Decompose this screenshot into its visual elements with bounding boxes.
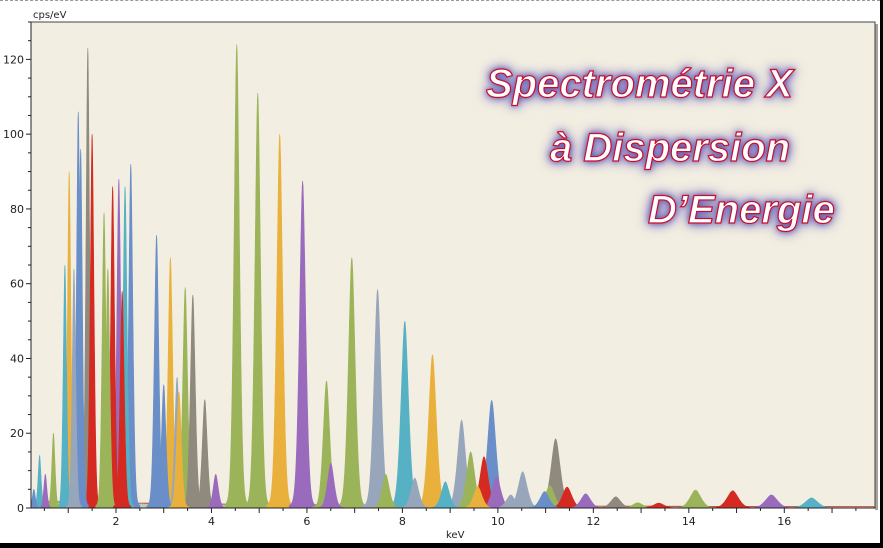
peak-4.09-kev bbox=[204, 473, 228, 508]
x-tick-label: 14 bbox=[682, 515, 696, 528]
title-line-2: à Dispersion bbox=[549, 125, 791, 170]
peaks-layer bbox=[31, 44, 875, 508]
peak-7.65-kev bbox=[369, 473, 402, 508]
title-line-1: Spectrométrie X bbox=[485, 61, 793, 106]
y-tick-label: 80 bbox=[10, 203, 24, 216]
x-axis-title: keV bbox=[446, 530, 465, 541]
peak-8.26-kev bbox=[398, 477, 432, 508]
peak-5.91-kev bbox=[288, 180, 317, 508]
plot-shadow bbox=[875, 24, 878, 510]
peak-3.32-kev bbox=[168, 392, 190, 508]
title-line-3: D’Energie bbox=[647, 187, 835, 232]
x-tick-label: 6 bbox=[303, 515, 310, 528]
x-tick-label: 8 bbox=[399, 515, 406, 528]
y-tick-label: 20 bbox=[10, 427, 24, 440]
y-tick-label: 40 bbox=[10, 352, 24, 365]
x-tick-label: 16 bbox=[777, 515, 791, 528]
peak-4.97-kev bbox=[245, 93, 271, 508]
y-tick-label: 100 bbox=[3, 128, 24, 141]
peak-4.53-kev bbox=[224, 44, 249, 508]
peak-6.94-kev bbox=[336, 257, 367, 508]
x-tick-label: 10 bbox=[491, 515, 505, 528]
peak-5.43-kev bbox=[266, 134, 293, 508]
y-tick-label: 60 bbox=[10, 278, 24, 291]
x-tick-label: 2 bbox=[112, 515, 119, 528]
peak-1.83-kev bbox=[99, 268, 117, 508]
peak-1.12-kev bbox=[66, 268, 82, 508]
x-tick-label: 4 bbox=[208, 515, 215, 528]
x-tick-label: 12 bbox=[586, 515, 600, 528]
peak-6.5-kev bbox=[316, 462, 346, 508]
peak-8.9-kev bbox=[427, 481, 463, 508]
y-tick-label: 0 bbox=[17, 502, 24, 515]
peak-2.13-kev bbox=[113, 291, 132, 508]
axes: 0 20 40 60 80 100 120 2 4 6 8 10 12 14 16 bbox=[3, 21, 875, 528]
y-axis-title: cps/eV bbox=[33, 10, 67, 21]
y-tick-label: 120 bbox=[3, 53, 24, 66]
peak-0.52-kev bbox=[38, 473, 53, 508]
